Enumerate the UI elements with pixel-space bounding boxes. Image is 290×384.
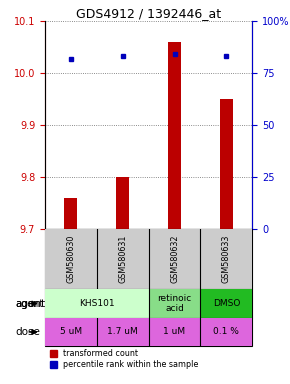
Text: 5 uM: 5 uM: [60, 328, 82, 336]
Bar: [45, 289, 148, 318]
Bar: [45, 229, 97, 289]
Legend: transformed count, percentile rank within the sample: transformed count, percentile rank withi…: [49, 349, 200, 370]
Bar: [116, 177, 129, 229]
Bar: [220, 99, 233, 229]
Text: 1 uM: 1 uM: [164, 328, 186, 336]
Bar: [97, 229, 148, 289]
Text: agent: agent: [16, 298, 44, 308]
Text: KHS101: KHS101: [79, 299, 115, 308]
Text: GSM580631: GSM580631: [118, 235, 127, 283]
Bar: [148, 229, 200, 289]
Bar: [168, 42, 181, 229]
Text: GSM580630: GSM580630: [66, 235, 75, 283]
Bar: [64, 198, 77, 229]
Bar: [148, 318, 200, 346]
Bar: [200, 229, 252, 289]
Bar: [200, 289, 252, 318]
Text: agent: agent: [15, 298, 45, 308]
Text: retinoic
acid: retinoic acid: [157, 294, 192, 313]
Text: dose: dose: [15, 327, 40, 337]
Text: 1.7 uM: 1.7 uM: [107, 328, 138, 336]
Bar: [97, 318, 148, 346]
Bar: [200, 318, 252, 346]
Bar: [45, 318, 97, 346]
Bar: [148, 289, 200, 318]
Text: 0.1 %: 0.1 %: [213, 328, 239, 336]
Text: GSM580632: GSM580632: [170, 235, 179, 283]
Title: GDS4912 / 1392446_at: GDS4912 / 1392446_at: [76, 7, 221, 20]
Text: DMSO: DMSO: [213, 299, 240, 308]
Text: GSM580633: GSM580633: [222, 235, 231, 283]
